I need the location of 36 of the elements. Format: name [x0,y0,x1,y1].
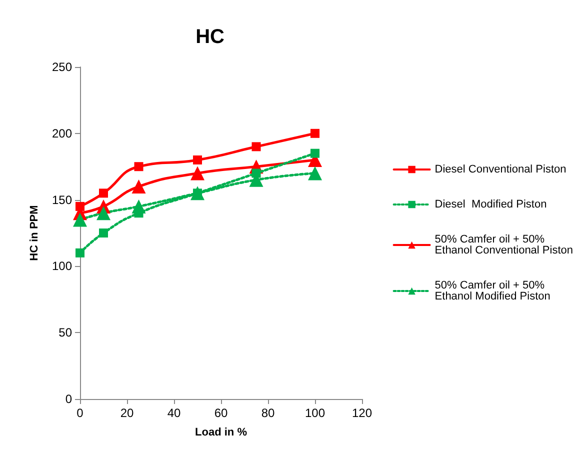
point [252,142,261,152]
point [132,180,146,194]
x-tick-label: 60 [214,406,228,420]
point [193,155,202,164]
point [310,148,320,158]
y-tick-label: 200 [52,126,72,140]
point [308,166,322,180]
point [99,228,108,238]
point [134,162,144,172]
point [76,248,84,258]
x-tick-label: 80 [261,406,275,420]
point [190,166,204,180]
y-axis-title: HC in PPM [28,205,40,261]
point [73,212,87,227]
y-tick-label: 150 [52,192,72,207]
x-tick-label: 120 [352,406,372,420]
legend-label: Diesel Conventional Piston [434,164,566,176]
point [310,128,320,138]
y-tick-label: 100 [52,259,72,274]
point [252,168,261,178]
point [134,208,144,218]
point [96,206,110,220]
y-tick-label: 250 [52,60,72,74]
legend-label: Diesel Modified Piston [434,198,547,210]
legend-label: 50% Camfer oil + 50% Ethanol Modified Piston [434,280,550,302]
x-tick-label: 20 [120,406,134,420]
x-tick-label: 40 [167,406,181,420]
x-tick-label: 100 [304,406,326,420]
x-axis-title: Load in % [195,426,248,438]
legend-label: 50% Camfer oil + 50% Ethanol Conventional Piston [434,234,574,256]
point [76,202,84,211]
y-tick-label: 0 [65,392,72,406]
point [99,188,108,198]
y-tick-label: 50 [58,326,72,340]
x-tick-label: 0 [76,406,84,420]
chart-title: HC [196,26,224,48]
